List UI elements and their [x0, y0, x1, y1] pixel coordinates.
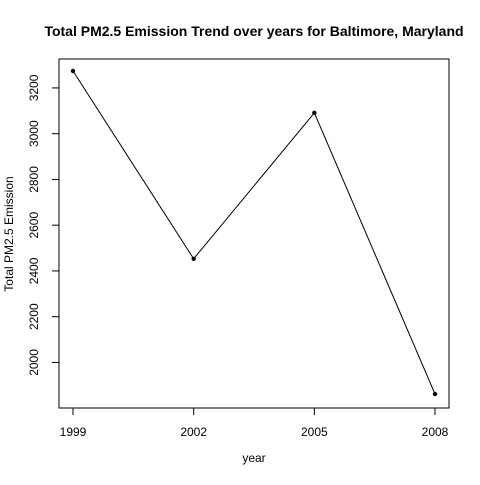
x-tick-label-2008: 2008: [422, 425, 449, 439]
plot-frame: [58, 58, 450, 409]
y-axis: 2000 2200 2400 2600 2800 3000 3200: [27, 74, 60, 376]
y-tick-label-3200: 3200: [27, 74, 41, 101]
x-tick-label-2002: 2002: [180, 425, 207, 439]
data-point-2005: [312, 110, 317, 116]
data-point-2008: [432, 391, 438, 397]
data-point-2002: [191, 256, 196, 262]
series-layer: [70, 68, 438, 397]
x-axis: 1999 2002 2005 2008: [60, 407, 449, 439]
series-line-0: [72, 70, 436, 395]
x-tick-label-2005: 2005: [301, 425, 328, 439]
y-axis-label: Total PM2.5 Emission: [2, 176, 16, 291]
data-point-1999: [70, 68, 76, 74]
y-tick-label-2400: 2400: [27, 257, 41, 284]
y-tick-label-2000: 2000: [27, 349, 41, 376]
y-tick-label-2800: 2800: [27, 166, 41, 193]
y-tick-label-2600: 2600: [27, 212, 41, 239]
x-axis-label: year: [242, 451, 265, 465]
y-tick-label-2200: 2200: [27, 303, 41, 330]
x-tick-label-1999: 1999: [60, 425, 87, 439]
chart-title: Total PM2.5 Emission Trend over years fo…: [44, 23, 463, 39]
y-tick-label-3000: 3000: [27, 120, 41, 147]
